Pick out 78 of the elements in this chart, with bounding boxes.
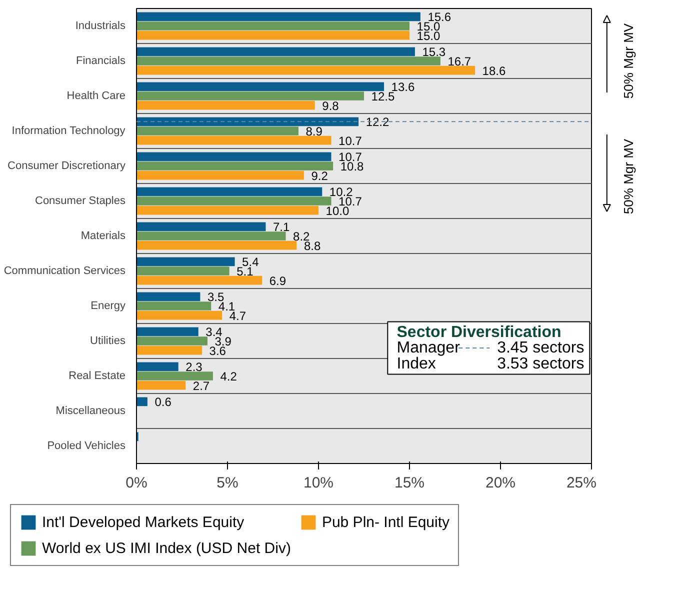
bar: [136, 310, 222, 320]
bar: [136, 66, 476, 75]
annotation: 3.45 sectors: [497, 340, 584, 356]
x-tick-label: 20%: [485, 474, 516, 492]
bar: [136, 47, 415, 56]
y-tick-label: Information Technology: [12, 125, 126, 137]
bar: [136, 397, 148, 406]
legend-label: World ex US IMI Index (USD Net Div): [42, 540, 291, 556]
data-label: 10.8: [340, 160, 364, 174]
bar: [136, 206, 318, 215]
bar: [136, 346, 202, 355]
data-label: 16.7: [448, 54, 472, 68]
bar: [136, 257, 235, 266]
data-label: 2.7: [192, 378, 210, 393]
y-tick-label: Communication Services: [4, 265, 126, 277]
x-tick-label: 10%: [303, 474, 334, 492]
bar: [136, 240, 297, 250]
y-tick-label: Pooled Vehicles: [47, 440, 126, 452]
annotation: Index: [396, 355, 436, 372]
bar: [136, 222, 266, 232]
data-label: 18.6: [482, 64, 506, 78]
bar: [136, 56, 440, 66]
bar: [136, 266, 230, 276]
x-tick-label: 0%: [126, 474, 148, 492]
bar: [136, 82, 384, 92]
bar: [136, 117, 359, 126]
bar: [136, 30, 410, 40]
bar: [136, 100, 315, 110]
data-label: 6.9: [269, 274, 286, 288]
bar: [136, 126, 298, 136]
data-label: 8.9: [306, 124, 323, 138]
bar: [136, 276, 262, 285]
bar: [136, 152, 332, 162]
bar: [136, 327, 198, 336]
text: 50% Mgr MV: [621, 23, 636, 99]
y-tick-label: Financials: [76, 55, 126, 67]
bar: [136, 136, 332, 145]
x-tick-label: 25%: [566, 474, 597, 492]
y-tick-label: Consumer Discretionary: [8, 160, 126, 172]
y-tick-label: Utilities: [90, 335, 126, 347]
y-tick-label: Miscellaneous: [56, 405, 126, 417]
y-tick-label: Energy: [90, 300, 126, 312]
data-label: 15.3: [422, 45, 446, 60]
x-tick-label: 5%: [216, 474, 238, 492]
bar: [136, 12, 420, 22]
text: 50% Mgr MV: [621, 138, 636, 214]
bar: [136, 292, 200, 302]
bar: [136, 196, 332, 206]
data-label: 10.7: [338, 134, 362, 148]
y-tick-label: Real Estate: [68, 370, 126, 382]
data-label: 7.1: [273, 220, 290, 234]
bar: [136, 22, 410, 30]
bar: [136, 380, 186, 390]
bar: [136, 187, 322, 196]
bar: [136, 372, 213, 380]
legend-label: Int'l Developed Markets Equity: [42, 514, 244, 530]
data-label: 2.3: [186, 360, 203, 374]
bar: [136, 162, 334, 170]
bar: [136, 92, 364, 100]
y-tick-label: Industrials: [75, 20, 126, 32]
data-label: 12.2: [366, 115, 390, 130]
y-tick-label: Health Care: [66, 90, 126, 102]
annotation: 3.53 sectors: [497, 355, 584, 372]
data-label: 0.6: [154, 395, 172, 410]
bar: [136, 336, 208, 346]
bar: [136, 232, 286, 240]
y-tick-label: Consumer Staples: [35, 195, 126, 207]
legend-label: Pub Pln- Intl Equity: [322, 514, 450, 530]
y-tick-label: Materials: [80, 230, 126, 242]
annotation: Sector Diversification: [396, 324, 562, 341]
data-label: 4.2: [220, 370, 238, 384]
data-label: 9.2: [311, 168, 328, 183]
bar: [136, 362, 178, 372]
bar: [136, 302, 212, 310]
data-label: 9.8: [322, 98, 340, 113]
annotation: Manager: [396, 340, 461, 356]
x-tick-label: 15%: [394, 474, 425, 492]
bar: [136, 170, 304, 180]
